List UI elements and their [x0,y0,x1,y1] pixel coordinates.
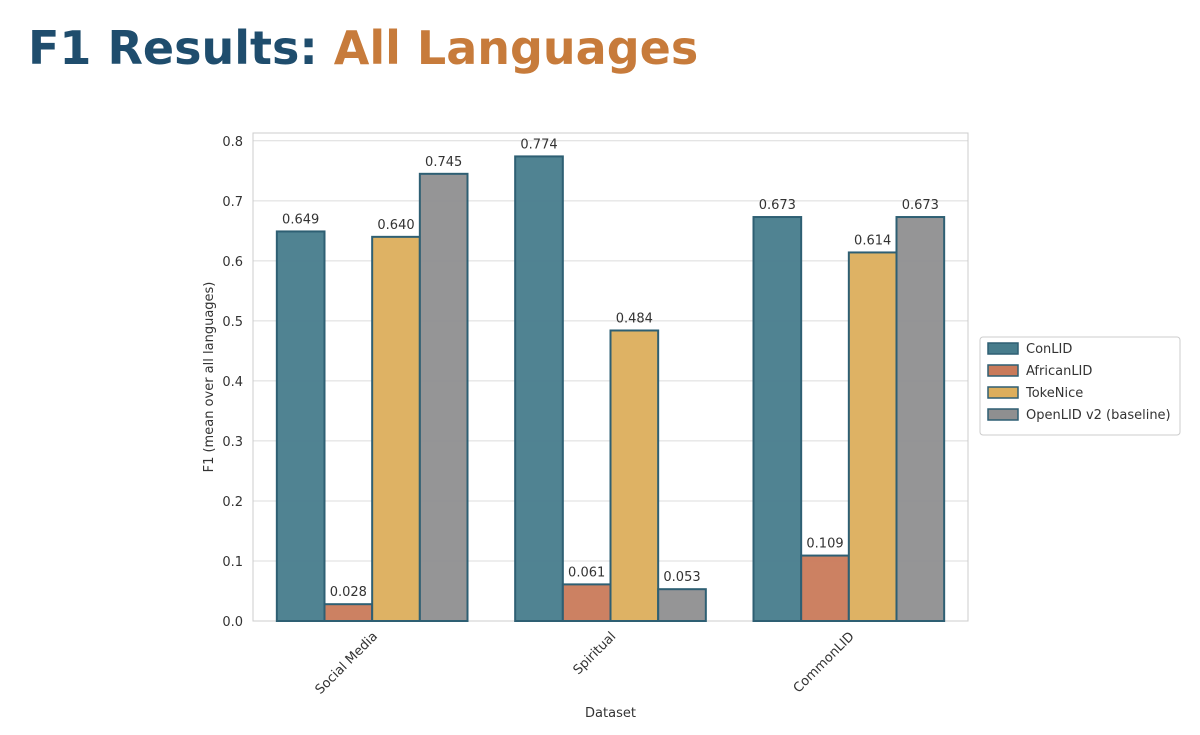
bar [514,155,564,622]
bar [609,329,660,622]
bar [657,588,707,622]
value-label: 0.484 [616,311,653,326]
y-tick-label: 0.8 [222,135,243,150]
legend-label: TokeNice [1025,386,1083,401]
value-label: 0.109 [806,537,843,552]
bar [371,235,421,622]
bar [752,216,803,622]
slide-title: F1 Results: All Languages [28,21,698,75]
y-tick-label: 0.5 [222,315,243,330]
bar [895,216,946,622]
y-tick-label: 0.7 [222,195,243,210]
y-tick-label: 0.1 [222,555,243,570]
value-label: 0.745 [425,155,462,170]
bar [561,583,612,623]
x-tick-label: Spiritual [571,629,620,678]
legend-frame [979,336,1181,436]
bar [800,554,850,622]
y-tick-label: 0.4 [222,375,243,390]
legend-label: AfricanLID [1026,364,1092,379]
y-tick-label: 0.3 [222,435,243,450]
chart: 0.0 0.1 0.2 0.3 0.4 0.5 0.6 0.7 0.8 F1 (mean over… [202,132,1181,721]
x-tick-label: Social Media [313,629,381,697]
value-label: 0.061 [568,565,605,580]
value-label: 0.649 [282,212,319,227]
bar [847,251,898,623]
value-label: 0.028 [330,585,367,600]
bar [275,230,326,622]
y-tick-label: 0.6 [222,255,243,270]
value-label: 0.053 [663,570,700,585]
value-label: 0.673 [759,198,796,213]
value-label: 0.614 [854,233,891,248]
bar [323,603,374,623]
value-label: 0.774 [520,137,557,152]
x-axis-label: Dataset [585,706,636,721]
legend-label: OpenLID v2 (baseline) [1026,408,1171,423]
legend-swatch [987,342,1019,355]
legend-swatch [987,408,1019,421]
value-label: 0.640 [377,218,414,233]
x-tick-label: CommonLID [791,629,858,696]
y-axis-label: F1 (mean over all languages) [202,282,217,473]
legend-label: ConLID [1026,342,1072,357]
y-tick-label: 0.0 [222,615,243,630]
title-main: F1 Results: [28,21,318,75]
bar [418,172,469,622]
y-tick-label: 0.2 [222,495,243,510]
value-label: 0.673 [902,198,939,213]
title-highlight: All Languages [334,21,698,75]
legend-swatch [987,386,1019,399]
legend-swatch [987,364,1019,377]
